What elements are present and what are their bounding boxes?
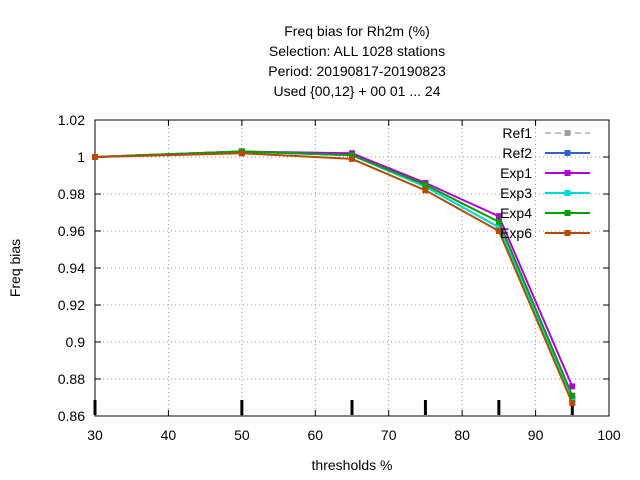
x-tick-label: 40 [161, 427, 177, 443]
point-exp6 [238, 150, 245, 157]
legend-label-exp3: Exp3 [500, 185, 532, 201]
y-axis-label: Freq bias [7, 239, 23, 297]
point-exp6 [569, 400, 576, 407]
point-exp6 [92, 154, 98, 160]
legend-label-exp6: Exp6 [500, 225, 532, 241]
x-tick-label: 100 [597, 427, 621, 443]
legend-marker-exp1 [564, 170, 571, 176]
x-tick-label: 30 [87, 427, 103, 443]
axis-ticks: 30 40 50 60 70 80 90 100 0.86 0.88 0.9 0.92 0.94 0.96… [58, 112, 621, 443]
point-exp4 [495, 218, 502, 225]
legend-label-exp4: Exp4 [500, 205, 532, 221]
legend-label-ref2: Ref2 [502, 145, 532, 161]
point-exp3 [569, 396, 576, 403]
y-tick-label: 0.96 [58, 223, 85, 239]
y-tick-label: 0.88 [58, 371, 85, 387]
y-tick-label: 0.98 [58, 186, 85, 202]
x-tick-label: 70 [381, 427, 397, 443]
series-line-exp6 [94, 152, 574, 404]
series-lines [92, 148, 576, 407]
legend: Ref1 Ref2 Exp1 Exp3 Exp4 Exp6 [500, 125, 590, 241]
legend-marker-exp6 [564, 230, 571, 236]
point-exp1 [495, 213, 502, 220]
title-line: Selection: ALL 1028 stations [269, 43, 445, 59]
point-exp3 [495, 224, 502, 231]
x-axis-label: thresholds % [312, 457, 393, 473]
title-line: Freq bias for Rh2m (%) [284, 23, 429, 39]
chart-title: Freq bias for Rh2m (%) Selection: ALL 102… [268, 23, 446, 99]
point-exp4 [422, 181, 429, 188]
legend-label-ref1: Ref1 [502, 125, 532, 141]
point-exp4 [569, 392, 576, 399]
y-tick-label: 0.94 [58, 260, 85, 276]
point-exp4 [349, 152, 355, 159]
y-tick-label: 0.86 [58, 408, 85, 424]
point-exp6 [422, 187, 429, 194]
threshold-markers [93, 400, 574, 415]
y-tick-label: 1.02 [58, 112, 85, 128]
series-line-exp4 [94, 150, 574, 396]
x-tick-label: 90 [528, 427, 544, 443]
legend-marker-ref2 [564, 150, 571, 156]
x-tick-label: 50 [234, 427, 250, 443]
point-exp6 [349, 155, 355, 162]
legend-marker-exp4 [564, 210, 571, 216]
point-exp6 [495, 228, 502, 234]
y-tick-label: 0.9 [66, 334, 86, 350]
title-line: Used {00,12} + 00 01 ... 24 [274, 83, 441, 99]
x-tick-label: 60 [307, 427, 323, 443]
x-tick-label: 80 [454, 427, 470, 443]
title-line: Period: 20190817-20190823 [268, 63, 446, 79]
legend-marker-exp3 [564, 190, 571, 196]
legend-marker-ref1 [564, 130, 571, 136]
y-tick-label: 0.92 [58, 297, 85, 313]
legend-label-exp1: Exp1 [500, 165, 532, 181]
y-tick-label: 1 [77, 149, 85, 165]
point-exp1 [569, 383, 576, 390]
